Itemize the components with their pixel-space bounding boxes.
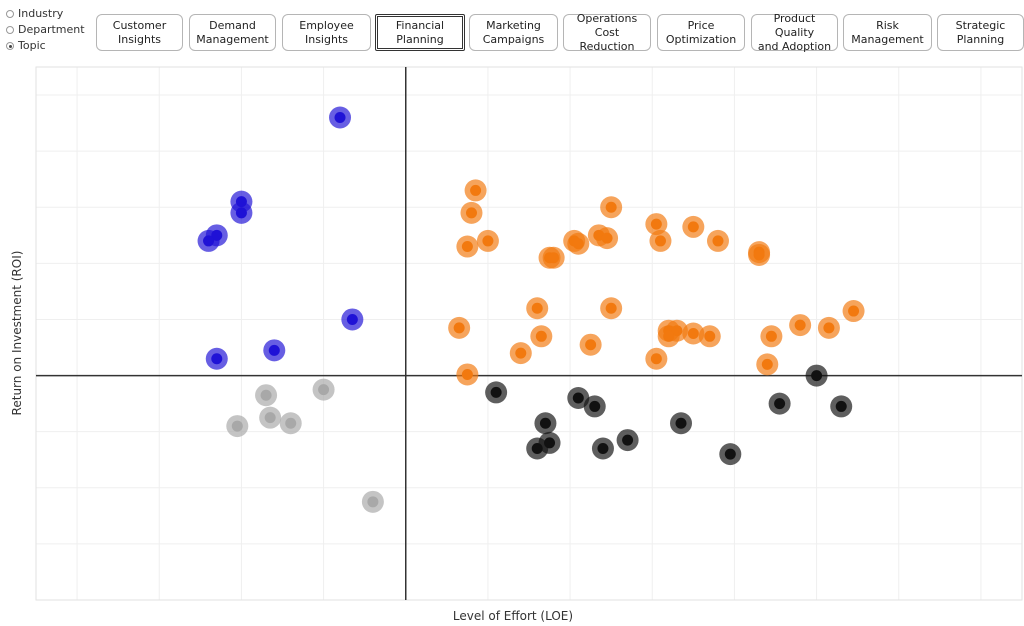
data-point-core-high_roi_high_effort [650, 218, 662, 230]
data-point-core-low_roi_high_effort [774, 398, 786, 410]
data-point-core-low_roi_high_effort [622, 434, 634, 446]
data-point-core-high_roi_low_effort [268, 344, 280, 356]
data-point-core-high_roi_high_effort [765, 330, 777, 342]
data-point-core-high_roi_high_effort [548, 252, 560, 264]
data-point-core-low_roi_high_effort [572, 392, 584, 404]
y-axis-label: Return on Investment (ROI) [10, 251, 24, 416]
data-point-core-high_roi_high_effort [687, 221, 699, 233]
data-point-core-high_roi_high_effort [531, 302, 543, 314]
data-point-core-high_roi_high_effort [823, 322, 835, 334]
data-point-core-low_roi_high_effort [835, 400, 847, 412]
data-point-core-high_roi_high_effort [572, 238, 584, 250]
data-point-core-high_roi_high_effort [712, 235, 724, 247]
data-point-core-high_roi_high_effort [535, 330, 547, 342]
data-point-core-high_roi_low_effort [235, 207, 247, 219]
data-point-core-low_roi_high_effort [597, 443, 609, 455]
topic-button-employee-insights[interactable]: Employee Insights [282, 14, 371, 51]
data-point-core-high_roi_high_effort [461, 241, 473, 253]
data-point-core-high_roi_high_effort [794, 319, 806, 331]
data-point-core-low_roi_high_effort [490, 386, 502, 398]
data-point-core-high_roi_high_effort [654, 235, 666, 247]
data-point-core-low_roi_high_effort [724, 448, 736, 460]
data-point-core-high_roi_high_effort [848, 305, 860, 317]
data-point-core-low_roi_high_effort [675, 417, 687, 429]
quadrant-axes [36, 67, 1022, 600]
data-point-core-low_roi_low_effort [318, 384, 330, 396]
radio-topic[interactable]: Topic [6, 38, 85, 54]
radio-topic-dot[interactable] [6, 42, 14, 50]
data-point-core-high_roi_low_effort [346, 313, 358, 325]
data-point-core-high_roi_high_effort [453, 322, 465, 334]
data-point-core-high_roi_high_effort [470, 184, 482, 196]
topic-button-strategic-planning[interactable]: Strategic Planning [937, 14, 1024, 51]
radio-industry-label: Industry [18, 7, 64, 20]
data-point-core-high_roi_high_effort [605, 201, 617, 213]
radio-industry[interactable]: Industry [6, 6, 85, 22]
radio-department-dot[interactable] [6, 26, 14, 34]
grid-lines [36, 67, 1022, 601]
plot-frame [35, 66, 1023, 601]
radio-department[interactable]: Department [6, 22, 85, 38]
data-point-core-high_roi_high_effort [605, 302, 617, 314]
data-point-core-low_roi_high_effort [811, 370, 823, 382]
data-points [197, 106, 865, 513]
topic-button-operations-cost-reduction[interactable]: Operations Cost Reduction [563, 12, 651, 53]
topic-button-risk-management[interactable]: Risk Management [843, 14, 932, 51]
topic-button-customer-insights[interactable]: Customer Insights [96, 14, 183, 51]
data-point-core-high_roi_high_effort [650, 353, 662, 365]
topic-button-financial-planning[interactable]: Financial Planning [375, 14, 465, 51]
data-point-core-low_roi_high_effort [539, 417, 551, 429]
topic-button-demand-management[interactable]: Demand Management [189, 14, 276, 51]
data-point-core-low_roi_low_effort [260, 389, 272, 401]
data-point-core-low_roi_low_effort [367, 496, 379, 508]
data-point-core-low_roi_low_effort [264, 412, 276, 424]
data-point-core-high_roi_high_effort [663, 330, 675, 342]
radio-industry-dot[interactable] [6, 10, 14, 18]
data-point-core-high_roi_low_effort [211, 353, 223, 365]
data-point-core-high_roi_high_effort [704, 330, 716, 342]
data-point-core-low_roi_low_effort [285, 417, 297, 429]
topic-button-marketing-campaigns[interactable]: Marketing Campaigns [469, 14, 558, 51]
data-point-core-high_roi_high_effort [761, 358, 773, 370]
data-point-core-high_roi_high_effort [753, 249, 765, 261]
x-axis-label: Level of Effort (LOE) [453, 609, 573, 623]
data-point-core-high_roi_low_effort [203, 235, 215, 247]
topic-button-price-optimization[interactable]: Price Optimization [657, 14, 745, 51]
data-point-core-low_roi_low_effort [231, 420, 243, 432]
radio-topic-label: Topic [18, 39, 46, 52]
data-point-core-high_roi_high_effort [515, 347, 527, 359]
data-point-core-low_roi_high_effort [589, 400, 601, 412]
data-point-core-high_roi_high_effort [585, 339, 597, 351]
data-point-core-low_roi_high_effort [544, 437, 556, 449]
data-point-core-high_roi_high_effort [687, 328, 699, 339]
data-point-core-high_roi_high_effort [465, 207, 477, 219]
data-point-core-high_roi_low_effort [334, 111, 346, 123]
data-point-core-high_roi_high_effort [461, 368, 473, 380]
radio-department-label: Department [18, 23, 85, 36]
data-point-core-high_roi_high_effort [482, 235, 494, 247]
topic-button-product-quality-and-adoption[interactable]: Product Quality and Adoption [751, 12, 838, 53]
filter-radio-group: Industry Department Topic [6, 6, 85, 54]
data-point-core-high_roi_high_effort [601, 232, 613, 244]
